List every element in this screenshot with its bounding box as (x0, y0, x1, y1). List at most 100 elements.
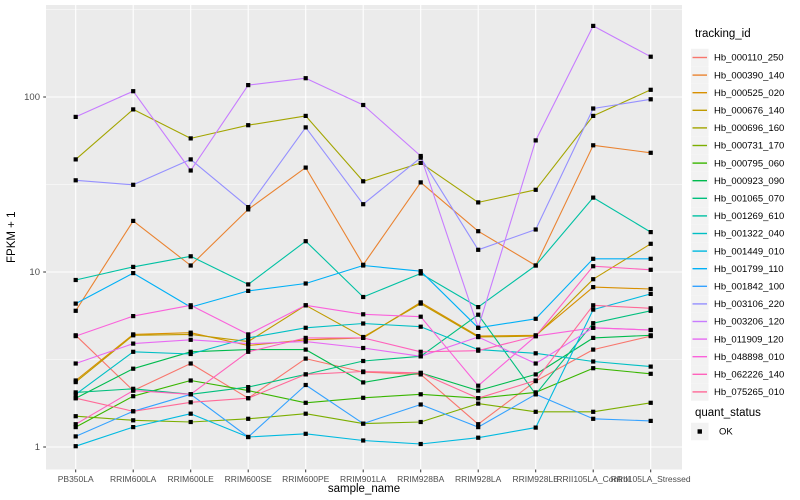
data-point (476, 247, 481, 252)
data-point (591, 106, 596, 111)
x-tick-label: RRII105LA_Stressed (611, 474, 691, 484)
data-point (73, 396, 78, 401)
data-point (73, 157, 78, 162)
data-point (361, 380, 366, 385)
legend-label-tracking-id: Hb_000696_160 (714, 123, 784, 134)
legend-label-tracking-id: Hb_000731_170 (714, 141, 784, 152)
data-point (476, 312, 481, 317)
data-point (591, 113, 596, 118)
legend-label-tracking-id: Hb_075265_010 (714, 387, 784, 398)
data-point (648, 306, 653, 311)
data-point (591, 303, 596, 308)
data-point (131, 89, 136, 94)
data-point (73, 422, 78, 427)
data-point (648, 327, 653, 333)
data-point (591, 307, 596, 312)
data-point (131, 388, 136, 393)
data-point (418, 370, 423, 375)
data-point (303, 382, 308, 388)
data-point (418, 441, 423, 447)
data-point (361, 102, 366, 108)
legend-label-tracking-id: Hb_001065_070 (714, 194, 784, 205)
data-point (361, 202, 366, 207)
data-point (303, 339, 308, 344)
data-point (418, 324, 423, 329)
legend-label-tracking-id: Hb_001842_100 (714, 282, 784, 293)
data-point (476, 200, 481, 205)
legend-label-tracking-id: Hb_001449_010 (714, 246, 784, 257)
data-point (246, 207, 251, 212)
data-point (303, 411, 308, 416)
data-point (73, 414, 78, 419)
data-point (246, 205, 251, 210)
data-point (73, 114, 78, 119)
data-point (131, 418, 136, 423)
data-point (648, 54, 653, 59)
data-point (73, 178, 78, 183)
data-point (648, 364, 653, 369)
legend-label-tracking-id: Hb_000390_140 (714, 70, 784, 81)
data-point (361, 321, 366, 326)
data-point (591, 416, 596, 421)
data-point (476, 401, 481, 406)
data-point (188, 157, 193, 162)
data-point (73, 392, 78, 397)
data-point (246, 288, 251, 293)
data-point (418, 392, 423, 397)
data-point (131, 107, 136, 112)
data-point (131, 271, 136, 276)
data-point (246, 123, 251, 128)
y-tick-label: 1 (35, 442, 40, 453)
data-point (361, 345, 366, 351)
data-point (131, 425, 136, 430)
data-point (418, 180, 423, 185)
data-point (246, 335, 251, 340)
data-point (418, 153, 423, 159)
data-point (303, 400, 308, 405)
data-point (648, 308, 653, 313)
data-point (476, 334, 481, 340)
data-point (131, 341, 136, 346)
legend-label-tracking-id: Hb_011909_120 (714, 334, 784, 345)
data-point (303, 281, 308, 286)
data-point (648, 256, 653, 261)
data-point (533, 227, 538, 232)
data-point (591, 256, 596, 261)
data-point (188, 168, 193, 173)
data-point (648, 418, 653, 423)
y-tick-label: 100 (24, 92, 40, 103)
data-point (303, 165, 308, 170)
data-point (533, 409, 538, 414)
data-point (73, 277, 78, 283)
data-point (73, 444, 78, 449)
data-point (246, 416, 251, 421)
legend-label-tracking-id: Hb_003206_120 (714, 317, 784, 328)
data-point (476, 396, 481, 401)
legend-label-tracking-id: Hb_000525_020 (714, 88, 784, 99)
data-point (361, 294, 366, 300)
legend-title-tracking-id: tracking_id (695, 28, 751, 40)
data-point (648, 241, 653, 246)
data-point (303, 335, 308, 340)
data-point (188, 332, 193, 337)
data-point (648, 97, 653, 102)
data-point (246, 332, 251, 337)
data-point (361, 395, 366, 400)
data-point (188, 263, 193, 268)
data-point (418, 354, 423, 359)
data-point (131, 366, 136, 371)
data-point (533, 372, 538, 377)
data-point (648, 371, 653, 376)
data-point (188, 337, 193, 342)
data-point (246, 385, 251, 390)
legend-label-tracking-id: Hb_000923_090 (714, 176, 784, 187)
data-point (591, 359, 596, 364)
data-point (476, 383, 481, 388)
data-point (648, 286, 653, 292)
data-point (361, 263, 366, 268)
data-point (131, 218, 136, 223)
data-point (361, 312, 366, 317)
data-point (418, 269, 423, 274)
